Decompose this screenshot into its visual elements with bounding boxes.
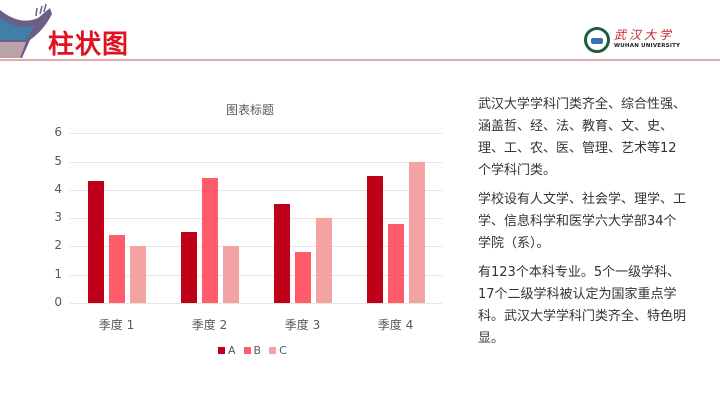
description-text: 武汉大学学科门类齐全、综合性强、涵盖哲、经、法、教育、文、史、理、工、农、医、管…	[478, 94, 688, 357]
bar-c	[409, 161, 425, 303]
bar-c	[223, 246, 239, 303]
gridline	[70, 303, 442, 304]
legend-item-a: A	[218, 344, 236, 357]
pavilion-eave-image	[0, 3, 52, 58]
header-divider	[0, 59, 720, 61]
paragraph-1: 武汉大学学科门类齐全、综合性强、涵盖哲、经、法、教育、文、史、理、工、农、医、管…	[478, 97, 687, 178]
y-tick-label: 1	[54, 266, 62, 281]
legend-swatch-c	[269, 347, 277, 354]
x-tick-label: 季度 4	[377, 318, 414, 332]
y-tick-label: 5	[54, 153, 62, 168]
logo-english-name: WUHAN UNIVERSITY	[614, 43, 681, 49]
paragraph-2: 学校设有人文学、社会学、理学、工学、信息科学和医学六大学部34个学院（系）。	[478, 192, 687, 251]
gridline	[70, 274, 442, 276]
bar-c	[130, 246, 146, 303]
gridline	[70, 246, 442, 248]
bar-a	[88, 181, 104, 303]
bar-b	[202, 178, 218, 303]
legend-swatch-b	[243, 347, 251, 354]
bar-a	[274, 203, 290, 303]
emblem-icon	[584, 27, 610, 53]
page-title: 柱状图	[48, 30, 130, 60]
university-logo: 武汉大学 WUHAN UNIVERSITY	[584, 27, 684, 57]
logo-chinese-name: 武汉大学	[614, 28, 675, 42]
bar-chart: 图表标题 A B C 0 1 2 3 4 5 6 季度 1 季度 2 季度 3 季度 4	[40, 95, 460, 365]
bar-b	[109, 235, 125, 303]
x-tick-label: 季度 2	[191, 318, 228, 332]
legend-item-b: B	[243, 344, 261, 357]
chart-legend: A B C	[218, 344, 287, 357]
y-tick-label: 0	[54, 295, 62, 309]
gridline	[70, 189, 442, 191]
y-tick-label: 4	[54, 181, 62, 196]
bar-b	[295, 252, 311, 303]
chart-title: 图表标题	[225, 103, 274, 117]
bar-a	[367, 175, 383, 303]
y-tick-label: 3	[54, 210, 62, 225]
gridline	[70, 133, 442, 135]
bar-b	[388, 223, 404, 303]
y-tick-label: 2	[54, 238, 62, 253]
y-tick-label: 6	[54, 125, 62, 140]
legend-swatch-a	[218, 347, 225, 354]
paragraph-3: 有123个本科专业。5个一级学科、17个二级学科被认定为国家重点学科。武汉大学学…	[478, 265, 687, 346]
x-tick-label: 季度 3	[284, 318, 321, 332]
gridline	[70, 218, 442, 220]
bar-a	[181, 232, 197, 303]
gridline	[70, 161, 442, 163]
legend-item-c: C	[269, 344, 287, 357]
x-tick-label: 季度 1	[98, 318, 135, 332]
bar-c	[316, 218, 332, 303]
